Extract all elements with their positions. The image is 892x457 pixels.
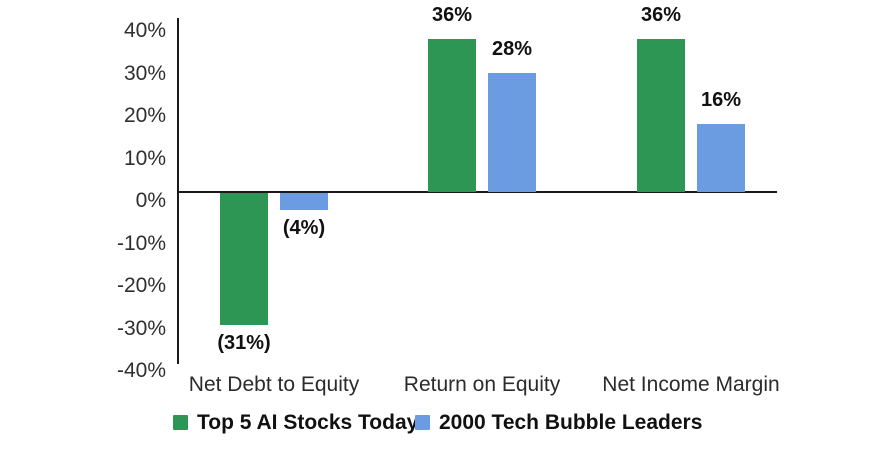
category-label: Return on Equity <box>403 373 561 396</box>
category-label: Net Debt to Equity <box>188 373 360 396</box>
bar-ai-stocks <box>637 39 685 192</box>
bar-tech-bubble <box>488 73 536 192</box>
bar-ai-stocks <box>428 39 476 192</box>
legend-swatch-green <box>173 415 188 430</box>
legend-swatch-blue <box>415 415 430 430</box>
y-axis-tick-label: 20% <box>123 104 166 127</box>
bar-tech-bubble <box>697 124 745 192</box>
y-axis-tick-label: -20% <box>116 274 166 297</box>
bar-value-label: (4%) <box>282 217 326 239</box>
y-axis-tick-label: 10% <box>123 146 166 170</box>
legend-label-tech-bubble: 2000 Tech Bubble Leaders <box>439 411 703 434</box>
bar-value-label: (31%) <box>217 331 271 354</box>
bar-tech-bubble <box>280 193 328 210</box>
bar-ai-stocks <box>220 193 268 325</box>
x-axis-baseline <box>177 191 777 193</box>
legend-item-ai-stocks: Top 5 AI Stocks Today <box>173 409 418 436</box>
legend-label-ai-stocks: Top 5 AI Stocks Today <box>197 411 419 434</box>
category-label: Net Income Margin <box>602 373 780 396</box>
y-axis-tick-label: 0% <box>135 189 166 212</box>
bar-value-label: 36% <box>640 4 682 26</box>
y-axis-tick-label: 40% <box>123 19 166 42</box>
y-axis-tick-label: 30% <box>123 61 166 85</box>
y-axis-tick-label: -30% <box>116 316 166 340</box>
y-axis-tick-label: -40% <box>116 359 166 382</box>
bar-value-label: 16% <box>700 89 742 111</box>
y-axis-tick-label: -10% <box>116 231 166 255</box>
legend-item-tech-bubble: 2000 Tech Bubble Leaders <box>415 409 702 436</box>
bar-value-label: 28% <box>491 38 533 60</box>
bar-value-label: 36% <box>431 4 473 26</box>
